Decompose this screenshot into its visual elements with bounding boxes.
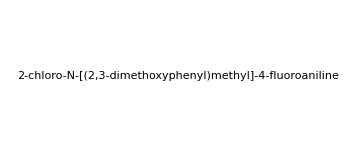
Text: 2-chloro-N-[(2,3-dimethoxyphenyl)methyl]-4-fluoroaniline: 2-chloro-N-[(2,3-dimethoxyphenyl)methyl]…: [17, 71, 339, 81]
